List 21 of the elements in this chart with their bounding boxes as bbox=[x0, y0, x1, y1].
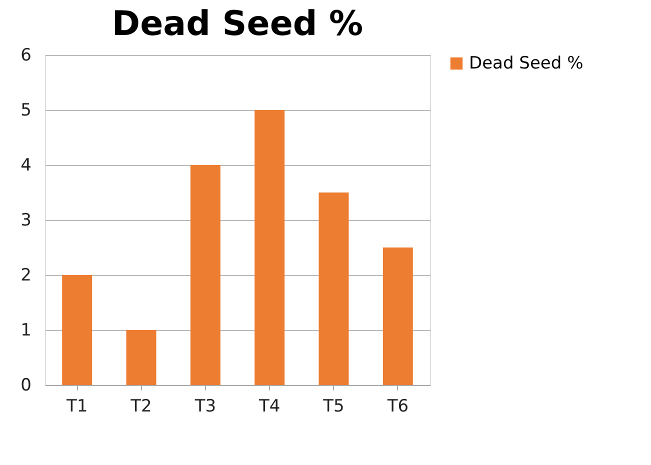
bar bbox=[126, 330, 156, 385]
bar bbox=[254, 110, 285, 385]
bar bbox=[318, 192, 349, 385]
y-tick-label: 5 bbox=[20, 100, 32, 120]
y-tick-label: 2 bbox=[20, 266, 32, 286]
x-tick-label: T6 bbox=[386, 396, 409, 416]
bar bbox=[62, 275, 92, 385]
bar bbox=[190, 165, 220, 385]
x-tick-label: T4 bbox=[258, 396, 280, 416]
legend-label: Dead Seed % bbox=[469, 54, 584, 74]
x-tick-label: T2 bbox=[130, 396, 152, 416]
y-tick-label: 0 bbox=[20, 376, 32, 396]
x-tick-label: T3 bbox=[194, 396, 216, 416]
y-tick-label: 4 bbox=[20, 156, 32, 176]
bar bbox=[382, 248, 413, 385]
y-tick-label: 6 bbox=[20, 46, 32, 66]
x-tick-label: T1 bbox=[65, 396, 88, 416]
chart-title: Dead Seed % bbox=[112, 4, 364, 44]
x-tick-label: T5 bbox=[322, 396, 344, 416]
y-tick-label: 1 bbox=[20, 320, 32, 340]
y-tick-label: 3 bbox=[20, 210, 32, 230]
